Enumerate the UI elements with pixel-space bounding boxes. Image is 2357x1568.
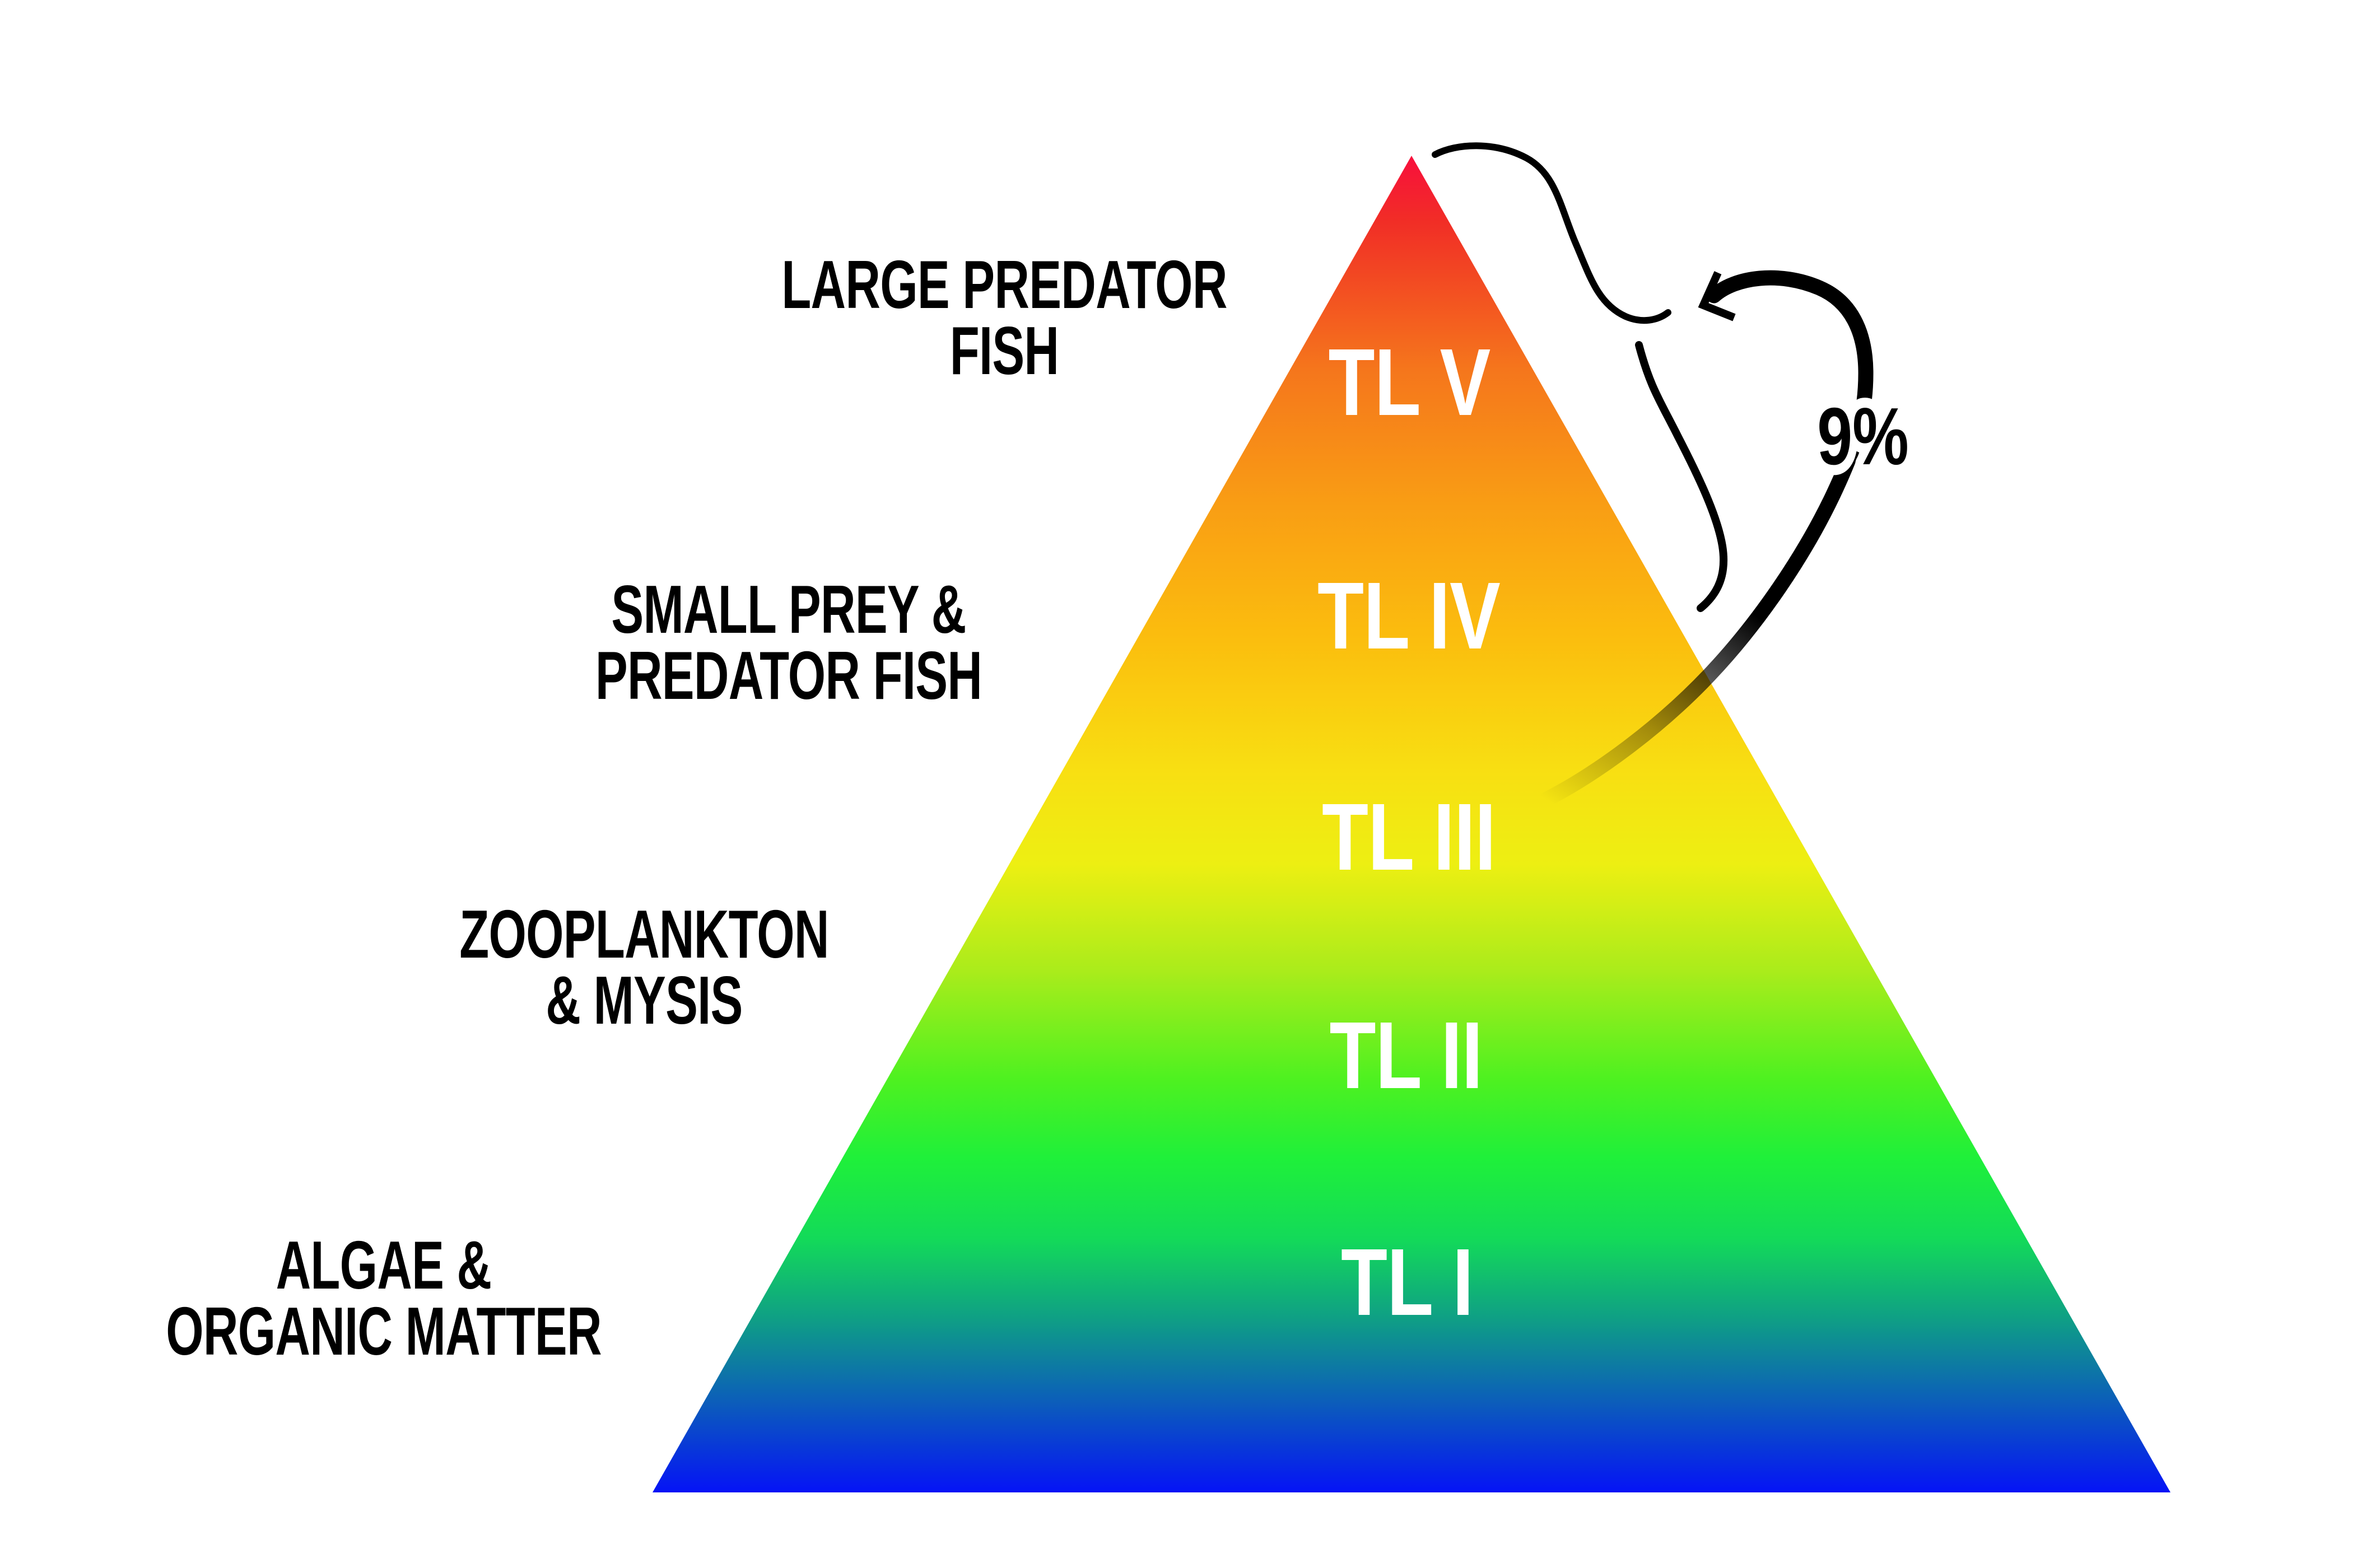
apex-squiggle-curve: [1432, 142, 1671, 324]
label-line: ALGAE &: [276, 1227, 492, 1303]
label-large-predator-fish: LARGE PREDATOR FISH: [781, 246, 1227, 389]
descending-squiggle-curve: [1635, 341, 1728, 612]
arrowhead-icon: [1698, 271, 1736, 321]
pyramid-triangle: [653, 156, 2170, 1492]
label-line: LARGE PREDATOR: [781, 246, 1227, 323]
tl-label-tl-v: TL V: [1328, 329, 1491, 436]
tl-label-tl-iii: TL III: [1321, 784, 1496, 890]
label-small-prey-predator-fish: SMALL PREY & PREDATOR FISH: [595, 571, 982, 713]
transfer-rate-label: 9%: [1817, 390, 1908, 482]
energy-transfer-arrow-curve: [1538, 270, 1874, 808]
label-line: & MYSIS: [546, 962, 743, 1038]
label-algae-organic-matter: ALGAE & ORGANIC MATTER: [166, 1227, 602, 1369]
label-zooplankton-mysis: ZOOPLANKTON & MYSIS: [459, 896, 829, 1038]
label-line: PREDATOR FISH: [595, 637, 982, 713]
label-line: FISH: [949, 312, 1059, 389]
tl-label-tl-i: TL I: [1340, 1229, 1474, 1336]
label-line: SMALL PREY &: [611, 571, 966, 647]
tl-label-tl-iv: TL IV: [1317, 563, 1501, 669]
label-line: ORGANIC MATTER: [166, 1293, 602, 1369]
label-line: ZOOPLANKTON: [459, 896, 829, 972]
tl-label-tl-ii: TL II: [1329, 1002, 1483, 1109]
